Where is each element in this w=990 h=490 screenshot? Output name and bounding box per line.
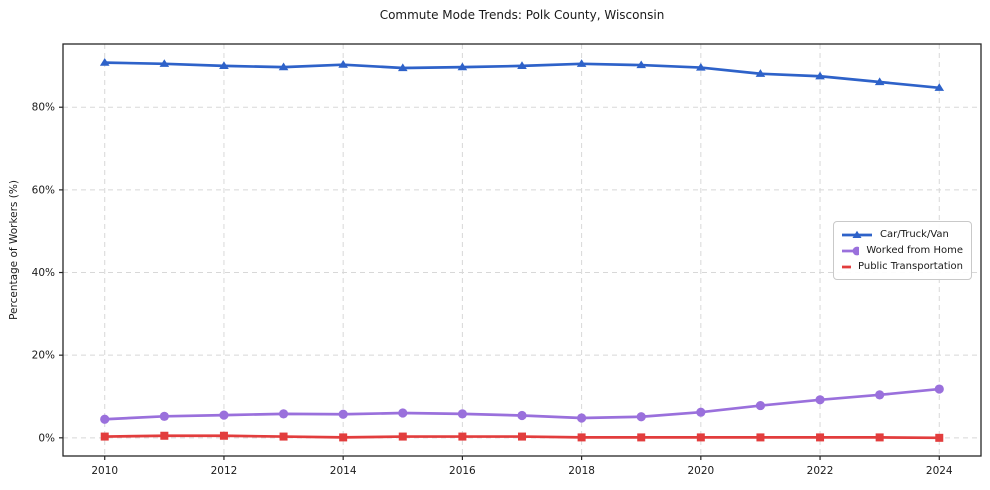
- series-worked-from-home: [100, 384, 944, 424]
- legend-item-label: Worked from Home: [866, 245, 963, 256]
- triangle-marker-icon: [815, 71, 825, 80]
- circle-marker-icon: [338, 409, 348, 419]
- circle-marker-icon: [398, 408, 408, 418]
- triangle-marker-icon: [99, 57, 110, 66]
- y-tick-label: 80%: [32, 102, 55, 114]
- plot-border: [62, 43, 982, 457]
- square-marker-icon: [816, 433, 825, 442]
- triangle-marker-icon: [457, 62, 468, 71]
- axes-tick-labels: 0% 20% 40% 60% 80% 2010 2012 2014 2016 2018 2020 20…: [32, 102, 953, 477]
- square-marker-icon: [875, 433, 884, 442]
- legend-item-public-transportation: Public Transportation: [841, 260, 963, 273]
- legend-item-label: Public Transportation: [858, 261, 963, 272]
- circle-marker-icon: [278, 409, 289, 419]
- y-tick-label: 20%: [32, 350, 55, 362]
- series-public-transportation: [100, 431, 944, 442]
- square-marker-icon: [696, 433, 705, 442]
- triangle-marker-icon: [755, 69, 766, 77]
- legend-item-worked-from-home: Worked from Home: [841, 244, 963, 257]
- legend-item-car-truck-van: Car/Truck/Van: [841, 228, 963, 241]
- series-car-truck-van: [99, 57, 945, 91]
- circle-marker-icon: [852, 246, 860, 255]
- y-tick-label: 60%: [32, 184, 55, 196]
- x-tick-label: 2016: [449, 465, 476, 477]
- circle-marker-icon: [577, 413, 587, 423]
- triangle-marker-icon: [636, 60, 647, 69]
- square-marker-icon: [518, 432, 526, 441]
- circle-marker-icon: [457, 409, 467, 419]
- triangle-marker-icon: [219, 61, 229, 70]
- square-marker-icon: [756, 433, 765, 442]
- public-transportation-swatch-icon: [842, 265, 852, 268]
- triangle-marker-icon: [696, 62, 706, 71]
- square-marker-icon: [637, 433, 646, 442]
- legend-item-label: Car/Truck/Van: [880, 229, 949, 240]
- square-marker-icon: [458, 432, 467, 441]
- circle-marker-icon: [636, 412, 646, 422]
- worked-from-home-swatch-icon: [842, 246, 860, 255]
- x-tick-label: 2020: [687, 465, 714, 477]
- triangle-marker-icon: [874, 77, 885, 86]
- y-tick-label: 40%: [32, 267, 55, 279]
- square-marker-icon: [219, 431, 228, 440]
- square-marker-icon: [279, 432, 288, 441]
- circle-marker-icon: [696, 407, 706, 417]
- triangle-marker-icon: [852, 230, 862, 238]
- x-tick-label: 2012: [211, 465, 238, 477]
- y-tick-label: 0%: [38, 432, 55, 444]
- triangle-marker-icon: [278, 62, 289, 71]
- chart-title: Commute Mode Trends: Polk County, Wiscon…: [379, 8, 665, 22]
- circle-marker-icon: [875, 390, 885, 400]
- square-marker-icon: [339, 433, 348, 442]
- square-marker-icon: [398, 432, 407, 441]
- car-truck-van-swatch-icon: [842, 230, 872, 238]
- legend: Car/Truck/Van Worked from Home Public Tran…: [833, 221, 972, 280]
- x-tick-label: 2014: [330, 465, 357, 477]
- square-marker-icon: [160, 431, 169, 440]
- circle-marker-icon: [755, 400, 766, 411]
- x-tick-label: 2010: [91, 465, 118, 477]
- square-marker-icon: [100, 432, 109, 441]
- x-tick-label: 2018: [568, 465, 595, 477]
- triangle-marker-icon: [338, 60, 348, 68]
- x-tick-label: 2024: [926, 465, 953, 477]
- triangle-marker-icon: [159, 59, 170, 67]
- circle-marker-icon: [100, 414, 110, 424]
- triangle-marker-icon: [517, 61, 527, 70]
- circle-marker-icon: [517, 410, 527, 421]
- triangle-marker-icon: [397, 63, 408, 72]
- triangle-marker-icon: [576, 59, 587, 67]
- circle-marker-icon: [219, 410, 229, 420]
- triangle-marker-icon: [934, 83, 945, 91]
- axes-ticks: [59, 106, 940, 460]
- circle-marker-icon: [815, 395, 825, 405]
- square-marker-icon: [577, 433, 586, 442]
- circle-marker-icon: [159, 411, 169, 421]
- x-tick-label: 2022: [807, 465, 834, 477]
- square-marker-icon: [935, 433, 944, 442]
- circle-marker-icon: [934, 384, 944, 394]
